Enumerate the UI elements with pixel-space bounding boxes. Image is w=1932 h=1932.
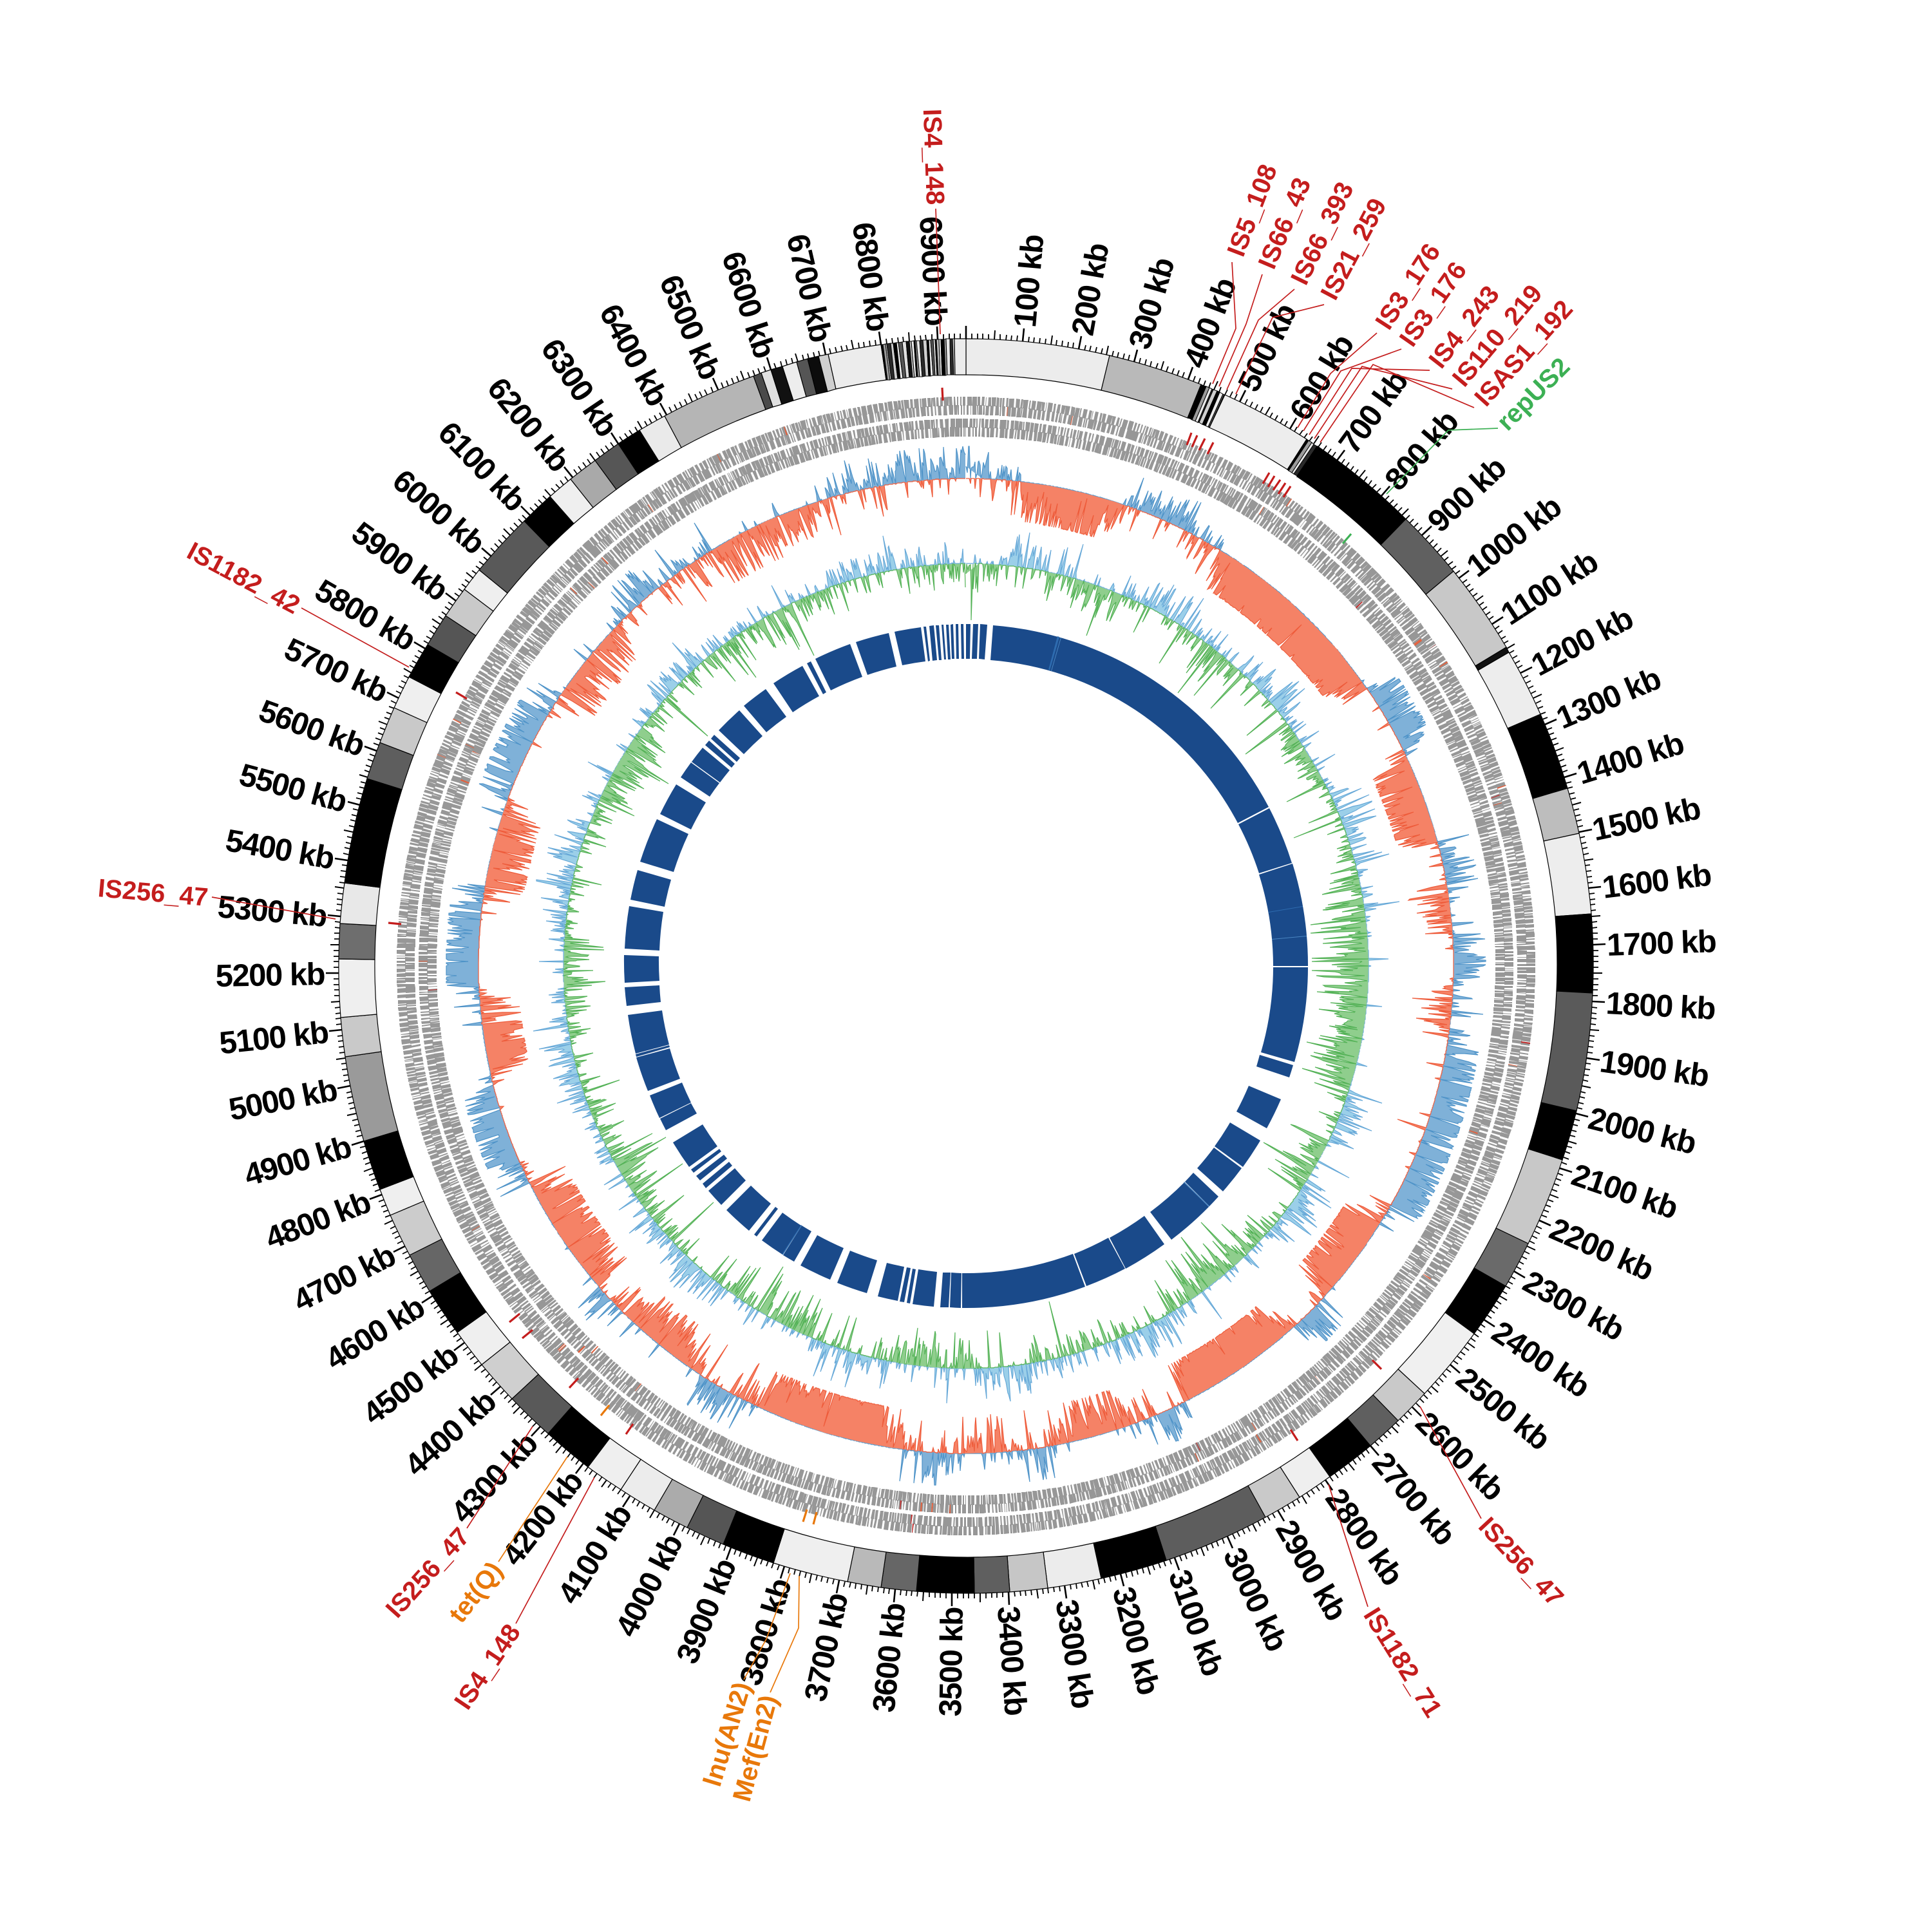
svg-text:1700 kb: 1700 kb	[1606, 924, 1716, 963]
svg-text:100 kb: 100 kb	[1008, 234, 1050, 329]
svg-text:1800 kb: 1800 kb	[1605, 986, 1716, 1027]
svg-text:5200 kb: 5200 kb	[215, 957, 325, 994]
svg-text:6900 kb: 6900 kb	[913, 216, 953, 327]
svg-text:IS4_148: IS4_148	[918, 108, 949, 205]
svg-text:3500 kb: 3500 kb	[933, 1607, 970, 1717]
svg-text:3400 kb: 3400 kb	[990, 1605, 1033, 1716]
